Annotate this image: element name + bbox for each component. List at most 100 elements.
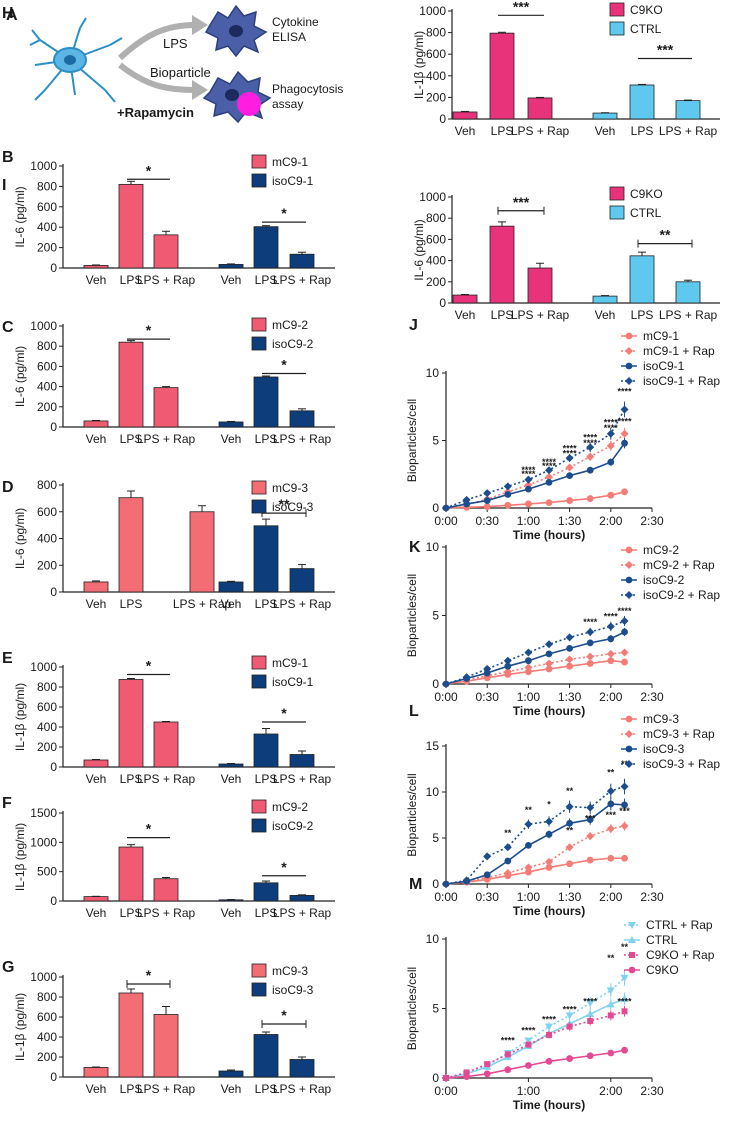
significance-label: **** <box>618 387 633 397</box>
data-point <box>606 622 615 631</box>
data-point <box>525 668 532 676</box>
significance-label: *** <box>585 813 596 823</box>
data-point <box>620 782 629 791</box>
legend-label: mC9-2 <box>643 543 679 557</box>
data-point <box>565 843 574 852</box>
stimulus-bioparticle-label: Bioparticle <box>150 65 211 80</box>
series-isoc9-1-rap <box>442 401 629 512</box>
series-line <box>445 825 625 885</box>
bar <box>289 895 315 902</box>
series-line <box>445 631 625 685</box>
y-tick-label: 800 <box>426 26 446 40</box>
y-tick-label: 1000 <box>30 660 57 674</box>
data-point <box>565 454 574 463</box>
data-point <box>566 1023 573 1030</box>
bar <box>675 100 701 120</box>
data-point <box>545 478 553 486</box>
panel-letter: E <box>2 650 13 667</box>
legend-marker <box>625 347 633 355</box>
series-line <box>445 409 626 509</box>
data-point <box>524 863 533 872</box>
y-tick-label: 1500 <box>30 806 57 820</box>
x-tick-label: LPS <box>120 772 143 786</box>
series-line <box>445 1049 625 1079</box>
x-tick-label: 0:00 <box>434 514 458 528</box>
data-point <box>504 662 512 670</box>
data-point <box>607 458 615 466</box>
y-tick-label: 200 <box>37 740 57 754</box>
data-point <box>586 466 594 474</box>
significance-label: ** <box>566 786 574 796</box>
legend-label: isoC9-3 <box>272 500 314 514</box>
legend-swatch <box>609 186 625 201</box>
data-point <box>545 830 553 838</box>
y-axis-label: IL-6 (pg/ml) <box>13 508 27 569</box>
data-point <box>566 860 573 868</box>
data-point <box>503 656 512 665</box>
data-point <box>462 876 471 885</box>
significance-label: **** <box>583 438 598 448</box>
x-tick-label: Veh <box>86 1082 107 1096</box>
data-point <box>504 1066 512 1074</box>
outcome-phagocytosis-line2: assay <box>272 97 303 111</box>
data-point <box>586 495 594 502</box>
legend-label: mC9-2 <box>272 800 308 814</box>
data-point <box>606 441 615 450</box>
x-tick-label: Veh <box>221 906 242 920</box>
y-tick-label: 0 <box>50 894 57 908</box>
x-tick-label: LPS <box>255 273 278 287</box>
x-tick-label: 0:00 <box>434 1084 458 1098</box>
bar <box>118 679 144 768</box>
x-tick-label: 2:30 <box>640 514 664 528</box>
rapamycin-label: +Rapamycin <box>117 105 194 120</box>
data-point <box>525 485 532 493</box>
bar <box>118 183 144 269</box>
bar <box>592 112 618 120</box>
data-point <box>565 463 574 472</box>
series-isoc9-2 <box>442 627 628 688</box>
data-point <box>607 635 615 643</box>
outcome-cytokine-line1: Cytokine <box>272 15 319 29</box>
x-tick-label: LPS + Rap <box>137 1082 196 1096</box>
x-tick-label: LPS + Rap <box>273 906 332 920</box>
y-tick-label: 0 <box>50 585 57 599</box>
legend-label: CTRL <box>630 206 662 220</box>
x-tick-label: LPS + Rap <box>659 308 718 322</box>
data-point <box>525 500 532 508</box>
legend-marker <box>625 377 633 385</box>
significance-label: **** <box>618 996 633 1006</box>
series-line <box>445 620 625 685</box>
y-tick-label: 0 <box>50 760 57 774</box>
bar <box>83 581 109 593</box>
y-tick-label: 500 <box>37 865 57 879</box>
data-point <box>525 868 532 876</box>
data-point <box>483 1070 491 1078</box>
data-point <box>606 987 615 995</box>
y-axis-label: Bioparticles/cell <box>405 399 419 482</box>
bar <box>218 264 244 269</box>
bar <box>83 265 109 269</box>
data-point <box>606 649 615 658</box>
data-point <box>621 1046 628 1054</box>
data-point <box>566 472 573 479</box>
bar <box>675 281 701 304</box>
y-tick-label: 0 <box>432 501 439 515</box>
y-axis-label: IL-1β (pg/ml) <box>13 823 27 891</box>
bar <box>629 255 655 304</box>
legend-label: mC9-2 + Rap <box>643 558 715 572</box>
y-tick-label: 800 <box>37 339 57 353</box>
significance-label: **** <box>521 469 536 479</box>
data-point <box>545 466 553 475</box>
x-tick-label: 2:00 <box>599 890 623 904</box>
data-point <box>463 500 470 508</box>
data-point <box>484 1061 491 1068</box>
x-tick-label: Veh <box>86 597 107 611</box>
data-point <box>524 648 533 657</box>
significance-label: ** <box>607 953 615 963</box>
data-point <box>546 1031 552 1038</box>
significance-label: * <box>281 1007 287 1023</box>
